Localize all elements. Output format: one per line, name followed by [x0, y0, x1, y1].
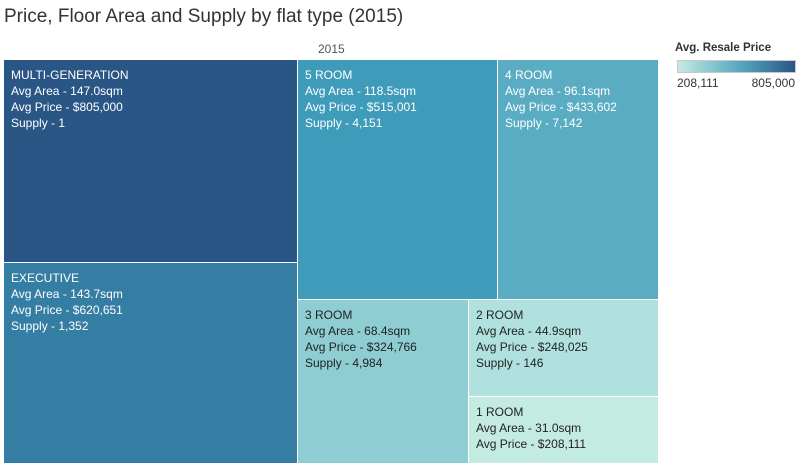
tile-label-line: Supply - 4,151 — [305, 116, 383, 130]
tile-label: 2 ROOM Avg Area - 44.9sqm Avg Price - $248… — [476, 307, 588, 371]
tile-label-line: MULTI-GENERATION — [11, 68, 129, 82]
tile-label-line: Supply - 1 — [11, 116, 66, 130]
tile-label-line: Avg Area - 143.7sqm — [11, 287, 123, 301]
tile-label-line: Avg Area - 44.9sqm — [476, 324, 582, 338]
tile-label-line: 3 ROOM — [305, 308, 353, 322]
treemap-tile-1-room[interactable]: 1 ROOM Avg Area - 31.0sqm Avg Price - $208… — [469, 397, 659, 464]
tile-label-line: Supply - 7,142 — [505, 116, 583, 130]
tile-label-line: Supply - 1,352 — [11, 319, 89, 333]
treemap-tile-multi-generation[interactable]: MULTI-GENERATION Avg Area - 147.0sqm Avg P… — [4, 60, 298, 263]
tile-label-line: EXECUTIVE — [11, 271, 80, 285]
tile-label-line: Supply - 146 — [476, 356, 544, 370]
legend-max-label: 805,000 — [751, 76, 795, 90]
tile-label: 3 ROOM Avg Area - 68.4sqm Avg Price - $324… — [305, 307, 417, 371]
treemap-tile-executive[interactable]: EXECUTIVE Avg Area - 143.7sqm Avg Price - … — [4, 263, 298, 464]
column-header-year: 2015 — [318, 42, 345, 56]
tile-label-line: 1 ROOM — [476, 405, 524, 419]
tile-label: 1 ROOM Avg Area - 31.0sqm Avg Price - $208… — [476, 404, 586, 452]
treemap-tile-3-room[interactable]: 3 ROOM Avg Area - 68.4sqm Avg Price - $324… — [298, 300, 469, 464]
tile-label-line: Avg Price - $433,602 — [505, 100, 617, 114]
tile-label-line: Avg Area - 118.5sqm — [305, 84, 416, 98]
legend-color-ramp — [677, 60, 796, 73]
tile-label-line: 2 ROOM — [476, 308, 524, 322]
tile-label: 5 ROOM Avg Area - 118.5sqm Avg Price - $51… — [305, 67, 417, 131]
legend-title: Avg. Resale Price — [675, 42, 772, 54]
tile-label-line: 5 ROOM — [305, 68, 353, 82]
legend-min-label: 208,111 — [677, 76, 719, 90]
tile-label-line: Avg Area - 147.0sqm — [11, 84, 123, 98]
tile-label-line: Avg Price - $208,111 — [476, 437, 587, 451]
tile-label-line: Avg Price - $324,766 — [305, 340, 417, 354]
tile-label: EXECUTIVE Avg Area - 143.7sqm Avg Price - … — [11, 270, 123, 334]
treemap-tile-4-room[interactable]: 4 ROOM Avg Area - 96.1sqm Avg Price - $433… — [498, 60, 659, 300]
treemap-tile-5-room[interactable]: 5 ROOM Avg Area - 118.5sqm Avg Price - $51… — [298, 60, 498, 300]
treemap-tile-2-room[interactable]: 2 ROOM Avg Area - 44.9sqm Avg Price - $248… — [469, 300, 659, 397]
chart-title: Price, Floor Area and Supply by flat typ… — [4, 6, 404, 27]
tile-label-line: Avg Area - 68.4sqm — [305, 324, 411, 338]
tile-label-line: Avg Price - $248,025 — [476, 340, 588, 354]
tile-label-line: Avg Price - $620,651 — [11, 303, 123, 317]
tile-label: MULTI-GENERATION Avg Area - 147.0sqm Avg P… — [11, 67, 129, 131]
tile-label-line: Supply - 4,984 — [305, 356, 383, 370]
tile-label-line: Avg Area - 96.1sqm — [505, 84, 611, 98]
tile-label-line: Avg Price - $515,001 — [305, 100, 417, 114]
tile-label-line: Avg Price - $805,000 — [11, 100, 123, 114]
tile-label-line: 4 ROOM — [505, 68, 553, 82]
tile-label: 4 ROOM Avg Area - 96.1sqm Avg Price - $433… — [505, 67, 617, 131]
tile-label-line: Avg Area - 31.0sqm — [476, 421, 582, 435]
